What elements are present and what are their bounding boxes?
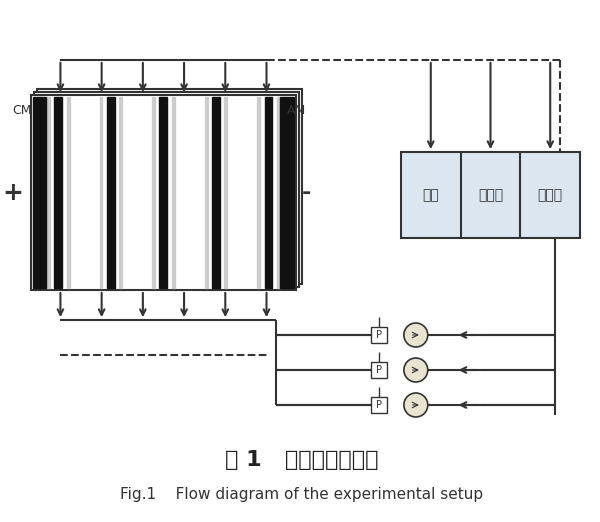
Circle shape — [404, 323, 428, 347]
Bar — [152, 97, 155, 288]
Text: 淡化室: 淡化室 — [478, 188, 503, 202]
Text: P: P — [376, 365, 382, 375]
Bar — [119, 97, 122, 288]
Bar — [107, 97, 115, 288]
Bar — [31, 95, 296, 290]
Bar — [401, 152, 580, 238]
Text: +: + — [2, 181, 23, 205]
Circle shape — [404, 393, 428, 417]
Bar — [265, 97, 272, 288]
Bar — [67, 97, 70, 288]
Bar — [47, 97, 50, 288]
Bar — [371, 327, 387, 343]
Circle shape — [404, 358, 428, 382]
Bar — [277, 97, 280, 288]
Bar — [160, 97, 167, 288]
Text: Fig.1    Flow diagram of the experimental setup: Fig.1 Flow diagram of the experimental s… — [120, 488, 483, 503]
Text: P: P — [376, 400, 382, 410]
Bar — [100, 97, 103, 288]
Bar — [55, 97, 62, 288]
Bar — [172, 97, 175, 288]
Text: P: P — [376, 330, 382, 340]
Text: 图 1   电渗析设备流程: 图 1 电渗析设备流程 — [224, 450, 378, 470]
Bar — [371, 362, 387, 378]
Bar — [32, 97, 46, 288]
Bar — [205, 97, 208, 288]
Bar — [37, 89, 302, 284]
Bar — [280, 97, 295, 288]
Text: 极室: 极室 — [422, 188, 439, 202]
Bar — [212, 97, 220, 288]
Bar — [34, 92, 299, 287]
Bar — [224, 97, 227, 288]
Text: 浓缩室: 浓缩室 — [538, 188, 563, 202]
Text: CM: CM — [13, 103, 32, 116]
Text: -: - — [302, 183, 311, 203]
Bar — [371, 397, 387, 413]
Bar — [257, 97, 260, 288]
Text: AM: AM — [286, 103, 305, 116]
